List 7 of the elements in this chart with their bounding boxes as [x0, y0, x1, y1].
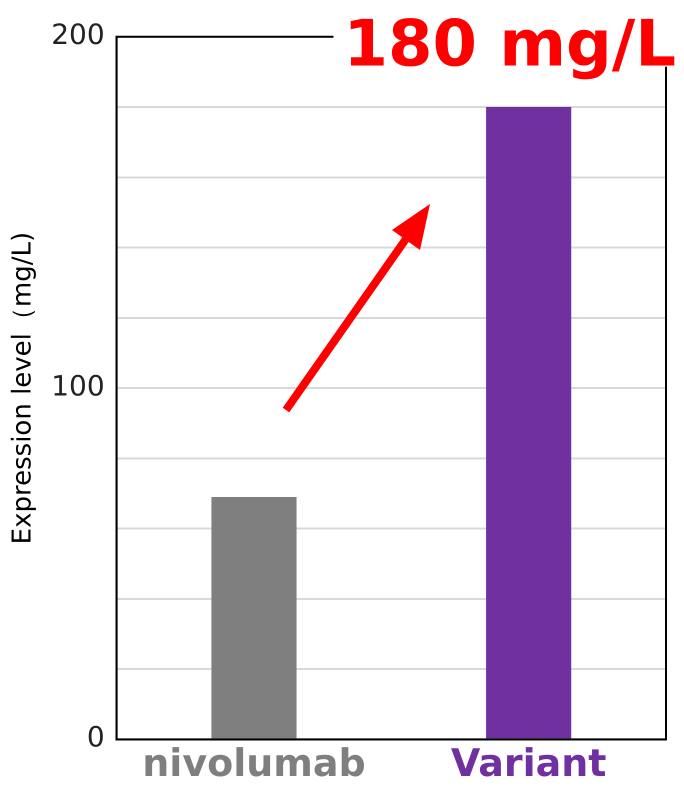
y-tick-label: 200 — [51, 18, 105, 52]
annotation: 180 mg/L — [343, 7, 676, 82]
x-tick-label: nivolumab — [142, 741, 366, 786]
x-tick-label: Variant — [450, 741, 606, 786]
y-axis-title: Expression level（mg/L) — [7, 232, 38, 544]
y-tick-label: 0 — [86, 720, 105, 754]
y-tick-label: 100 — [51, 369, 105, 402]
